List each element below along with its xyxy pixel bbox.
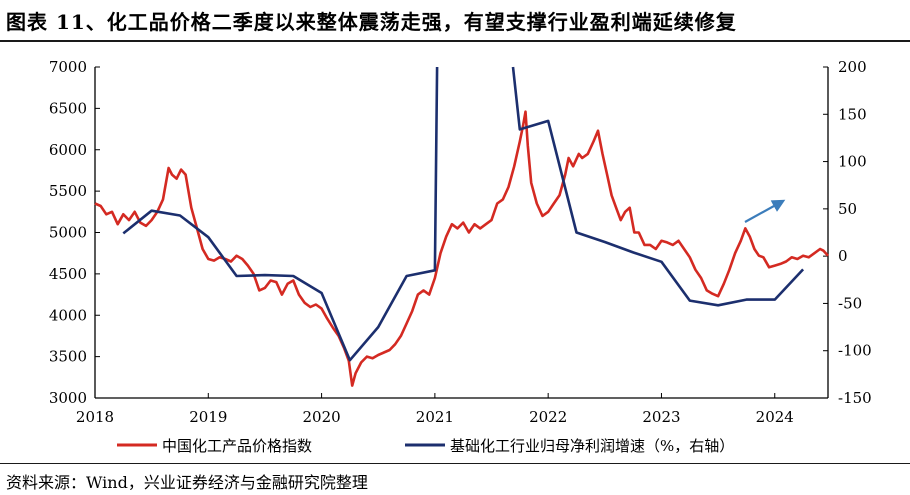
- tick-labels: 7000 6500 6000 5500 5000 4500 4000 3500 3000 200 1…: [49, 58, 872, 426]
- x-tick-label: 2018: [76, 408, 114, 426]
- x-tick-label: 2023: [642, 408, 680, 426]
- x-tick-label: 2020: [302, 408, 340, 426]
- left-tick-label: 3000: [49, 389, 87, 407]
- series-layer: [94, 66, 829, 387]
- left-tick-label: 5500: [49, 182, 87, 200]
- x-tick-label: 2021: [416, 408, 454, 426]
- left-tick-label: 6000: [49, 141, 87, 159]
- series-line-price: [94, 110, 829, 387]
- tick-marks: [94, 66, 828, 399]
- x-tick-label: 2022: [529, 408, 567, 426]
- x-tick-label: 2019: [189, 408, 227, 426]
- trend-arrow: [744, 199, 786, 223]
- left-tick-label: 4000: [49, 306, 87, 324]
- source-note: 资料来源：Wind，兴业证券经济与金融研究院整理: [6, 473, 368, 492]
- right-tick-label: -100: [838, 342, 872, 360]
- legend-label-growth: 基础化工行业归母净利润增速（%，右轴）: [450, 437, 734, 455]
- right-tick-label: -150: [838, 389, 872, 407]
- right-tick-label: 100: [838, 153, 867, 171]
- left-tick-label: 4500: [49, 265, 87, 283]
- annotation-layer: [744, 199, 786, 223]
- legend-label-price: 中国化工产品价格指数: [162, 437, 312, 455]
- left-tick-label: 6500: [49, 99, 87, 117]
- left-tick-label: 3500: [49, 348, 87, 366]
- right-tick-label: 150: [838, 105, 867, 123]
- right-tick-label: -50: [838, 294, 862, 312]
- left-tick-label: 7000: [49, 58, 87, 76]
- chart-axes: [94, 67, 829, 399]
- right-tick-label: 50: [838, 200, 857, 218]
- legend: 中国化工产品价格指数 基础化工行业归母净利润增速（%，右轴）: [117, 437, 734, 455]
- series-line-growth: [122, 66, 805, 362]
- x-tick-label: 2024: [756, 408, 794, 426]
- chart-title: 图表 11、化工品价格二季度以来整体震荡走强，有望支撑行业盈利端延续修复: [6, 10, 737, 34]
- right-tick-label: 0: [838, 247, 848, 265]
- right-tick-label: 200: [838, 58, 867, 76]
- title-rule: [0, 40, 910, 42]
- footer-rule: [0, 463, 910, 464]
- left-tick-label: 5000: [49, 224, 87, 242]
